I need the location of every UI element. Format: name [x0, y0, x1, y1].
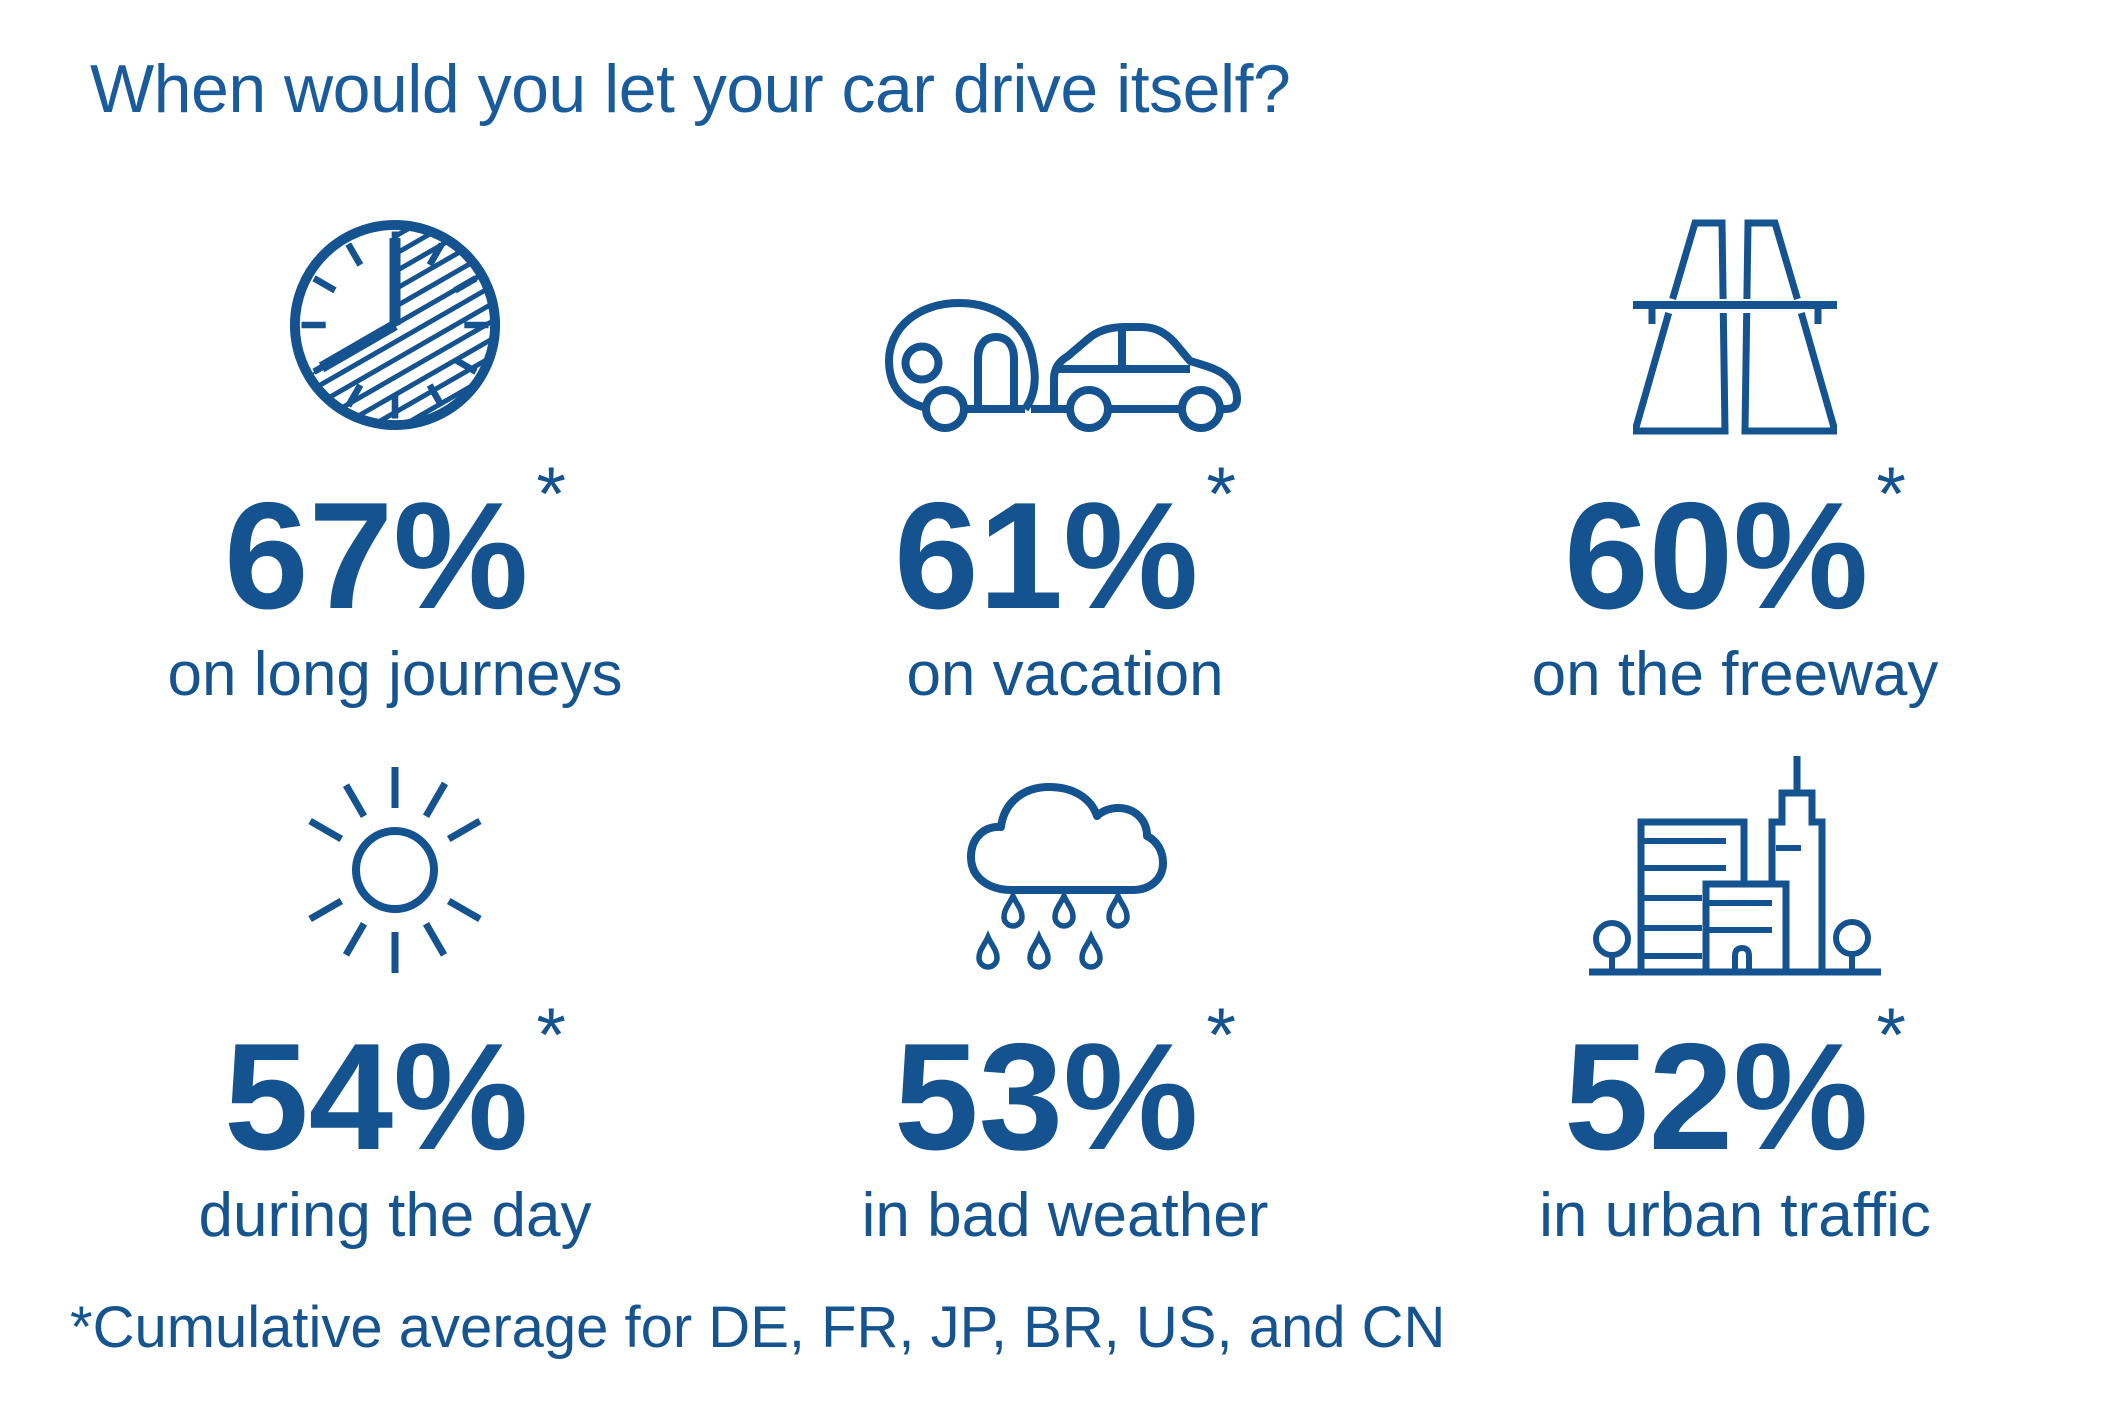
stats-row-2: 54% * during the day 53% * [60, 718, 2070, 1248]
sun-icon [60, 718, 730, 976]
stat-value: 53% * [894, 998, 1236, 1174]
page-title: When would you let your car drive itself… [90, 51, 1291, 127]
stat-asterisk: * [536, 993, 566, 1078]
clock-icon [60, 163, 730, 435]
stat-label: on the freeway [1531, 640, 1939, 709]
stat-value: 60% * [1564, 457, 1906, 633]
footnote: *Cumulative average for DE, FR, JP, BR, … [70, 1295, 1446, 1360]
stats-row-1: 67% * on long journeys 61% * [60, 163, 2070, 707]
stat-cell-freeway: 60% * on the freeway [1400, 163, 2070, 707]
stat-label: on long journeys [167, 640, 623, 709]
stat-value: 52% * [1564, 998, 1906, 1174]
stat-value: 61% * [894, 457, 1236, 633]
stat-label: on vacation [906, 640, 1224, 709]
stat-asterisk: * [1876, 993, 1906, 1078]
caravan-car-icon [730, 163, 1400, 435]
stat-number: 61% [894, 471, 1199, 641]
stat-asterisk: * [536, 452, 566, 537]
stat-number: 54% [224, 1012, 529, 1182]
stat-asterisk: * [1206, 452, 1236, 537]
stat-number: 67% [224, 471, 529, 641]
city-icon [1400, 718, 2070, 976]
stat-value: 67% * [224, 457, 566, 633]
freeway-icon [1400, 163, 2070, 435]
stat-label: in bad weather [861, 1181, 1269, 1250]
stat-number: 60% [1564, 471, 1869, 641]
stat-asterisk: * [1876, 452, 1906, 537]
stat-asterisk: * [1206, 993, 1236, 1078]
stat-cell-urban-traffic: 52% * in urban traffic [1400, 718, 2070, 1248]
stat-label: in urban traffic [1539, 1181, 1931, 1250]
stat-cell-day: 54% * during the day [60, 718, 730, 1248]
stat-cell-long-journeys: 67% * on long journeys [60, 163, 730, 707]
stat-cell-vacation: 61% * on vacation [730, 163, 1400, 707]
stat-number: 52% [1564, 1012, 1869, 1182]
rain-cloud-icon [730, 718, 1400, 976]
stat-number: 53% [894, 1012, 1199, 1182]
stat-label: during the day [198, 1181, 592, 1250]
stat-cell-bad-weather: 53% * in bad weather [730, 718, 1400, 1248]
stat-value: 54% * [224, 998, 566, 1174]
